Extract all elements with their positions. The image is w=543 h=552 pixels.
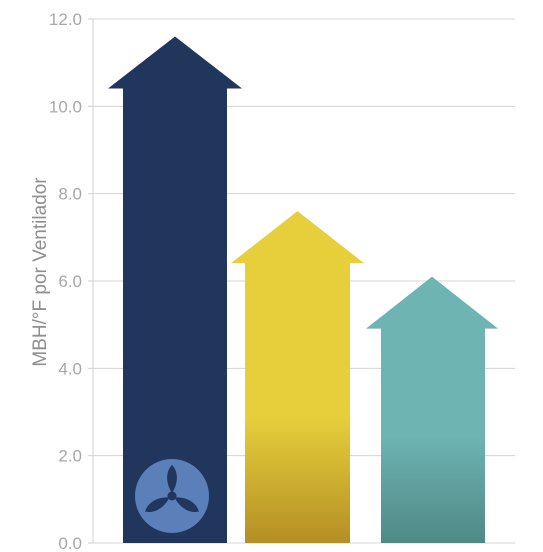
y-tick-labels: 0.0 2.0 4.0 6.0 8.0 10.0 12.0 (49, 10, 82, 552)
arrow-bar-1 (108, 36, 242, 543)
y-tick-label: 0.0 (58, 534, 82, 552)
y-tick-label: 2.0 (58, 447, 82, 466)
y-tick-label: 4.0 (58, 359, 82, 378)
arrow-bar-3 (366, 276, 498, 543)
y-tick-label: 10.0 (49, 97, 82, 116)
bars (108, 36, 498, 543)
arrow-bar-2 (231, 211, 364, 543)
fan-icon (135, 459, 209, 533)
y-tick-label: 12.0 (49, 10, 82, 29)
y-axis-title: MBH/°F por Ventilador (30, 177, 51, 367)
y-tick-label: 6.0 (58, 272, 82, 291)
y-tick-label: 8.0 (58, 185, 82, 204)
